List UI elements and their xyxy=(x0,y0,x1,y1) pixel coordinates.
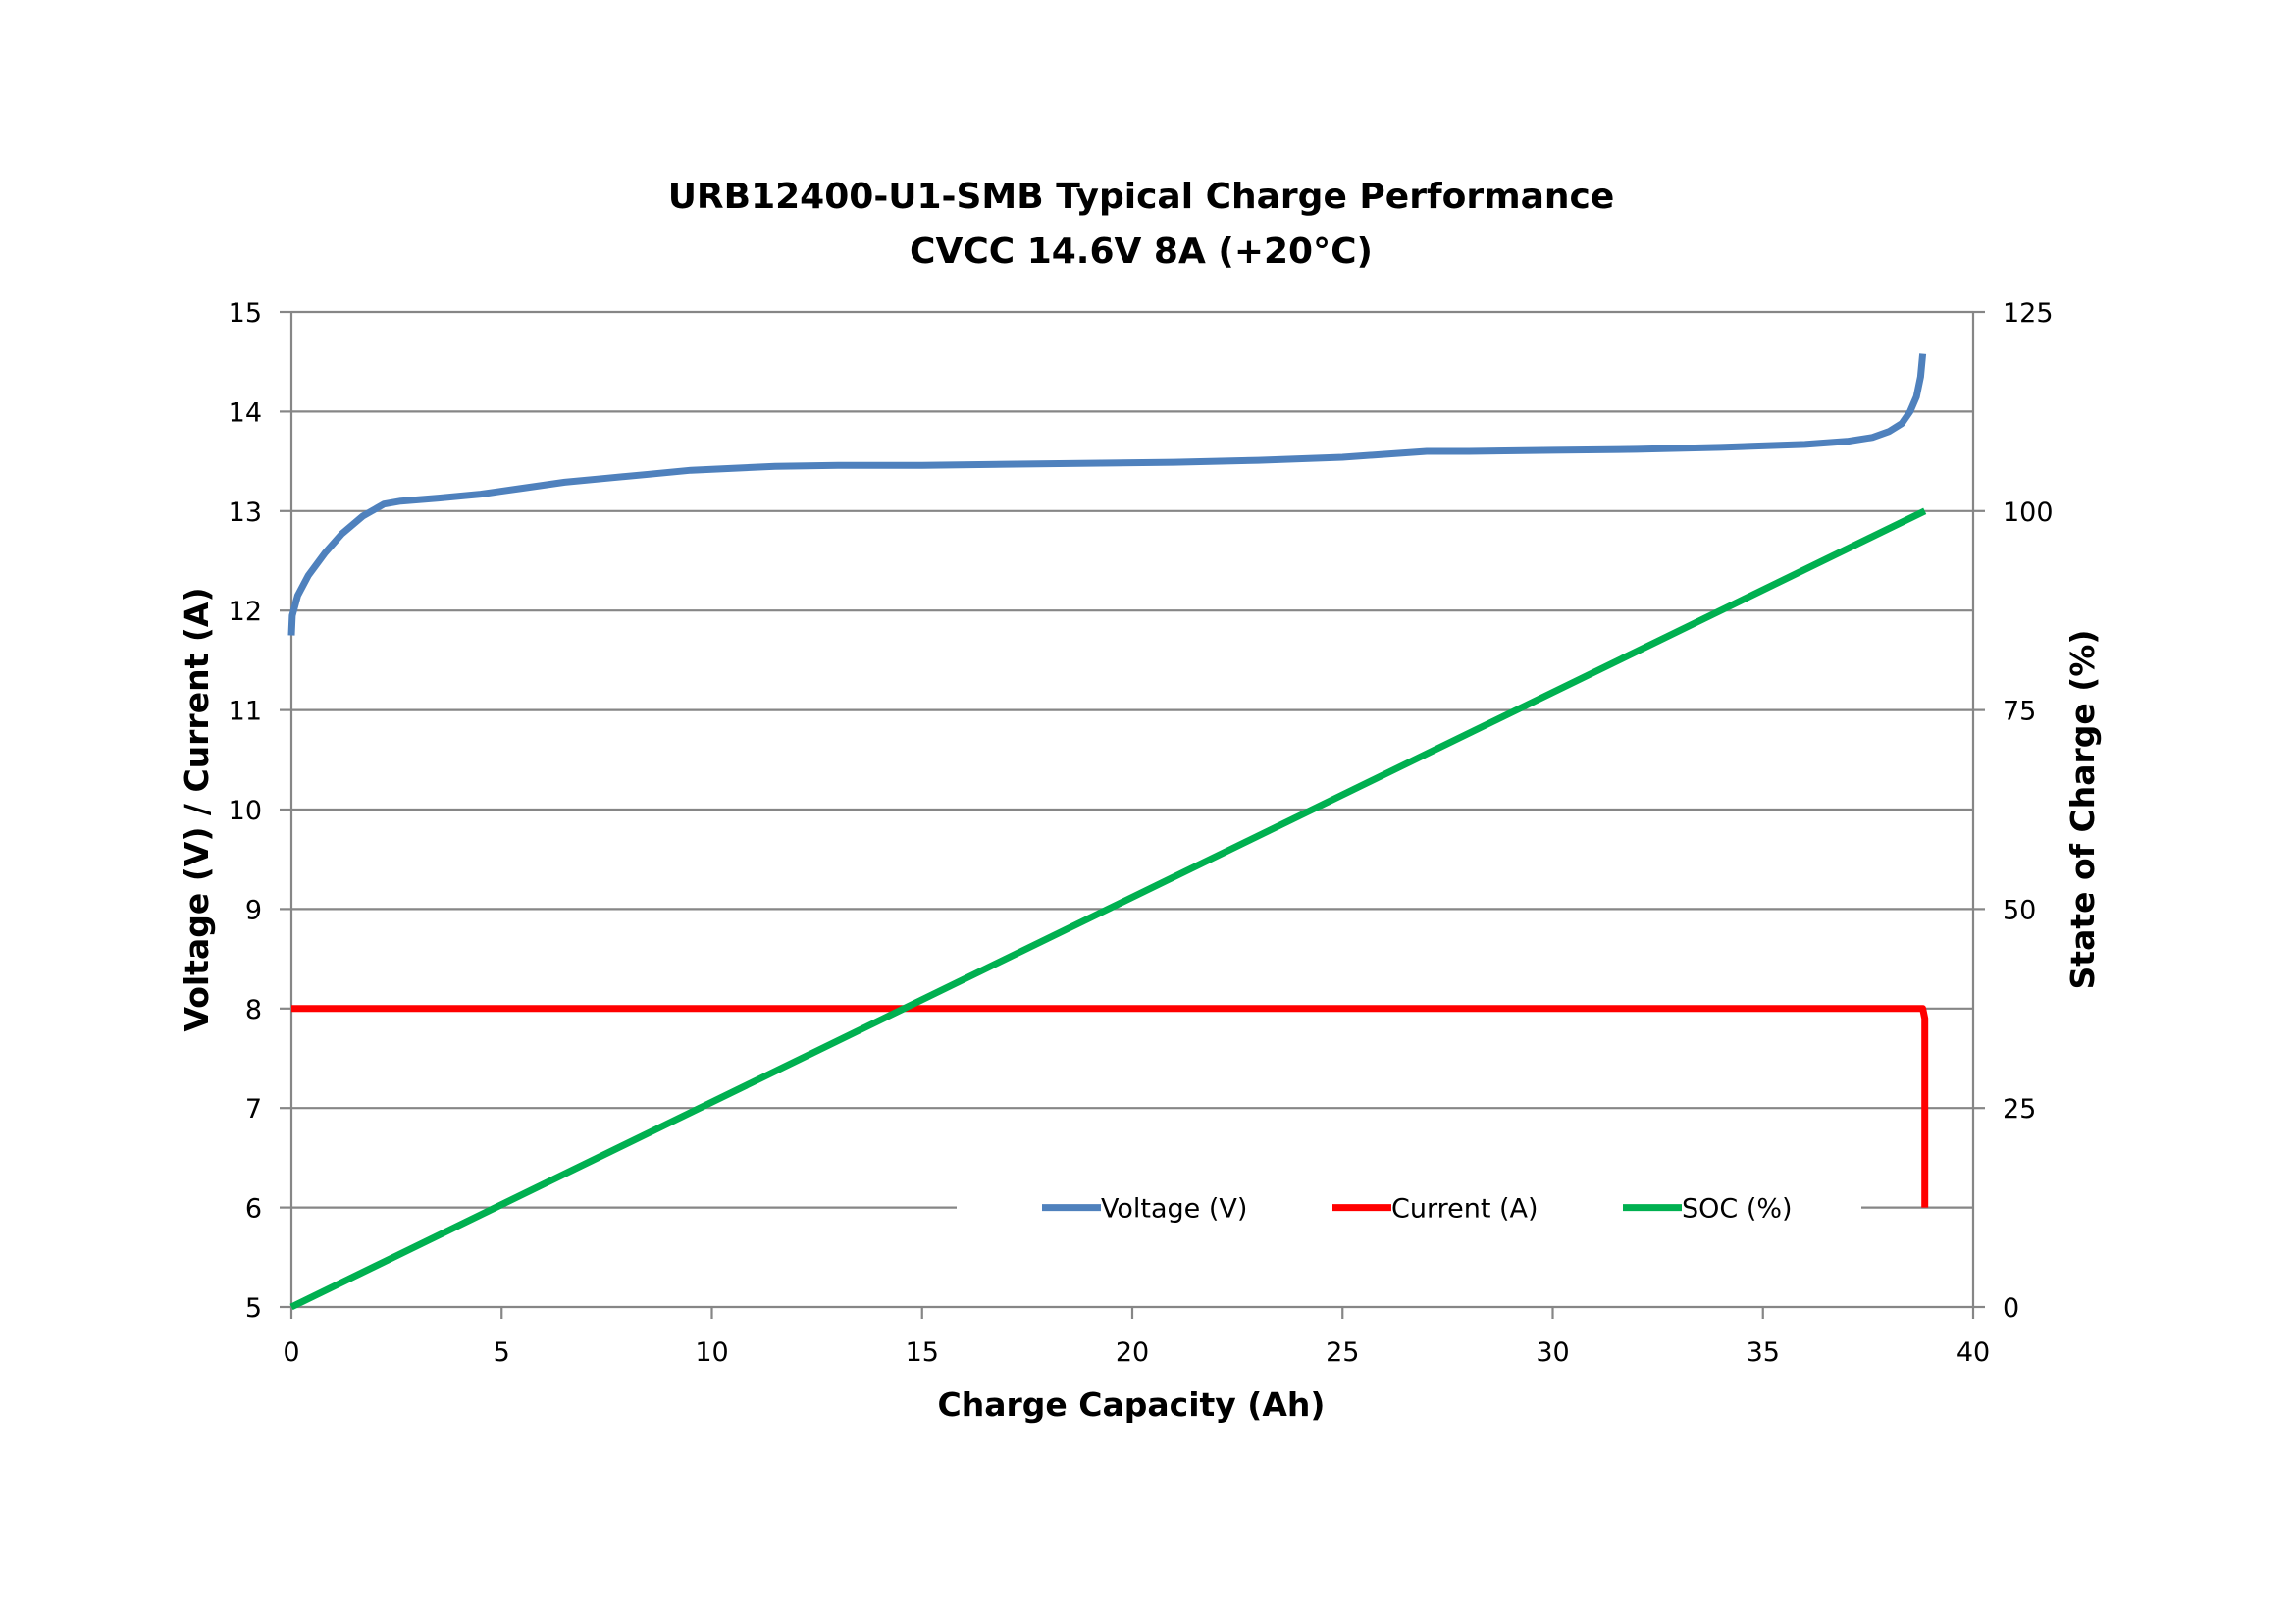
y-tick-label: 12 xyxy=(229,597,262,627)
y-tick-label: 5 xyxy=(245,1293,262,1324)
series-line-current-a xyxy=(291,1005,1929,1208)
x-tick-label: 35 xyxy=(1747,1337,1780,1368)
y-axis-title: Voltage (V) / Current (A) xyxy=(178,587,216,1031)
legend-label-voltage-v: Voltage (V) xyxy=(1101,1194,1247,1225)
y2-tick-label: 0 xyxy=(2003,1293,2019,1324)
y-tick-label: 8 xyxy=(245,995,262,1025)
y-tick-label: 10 xyxy=(229,796,262,826)
x-tick-label: 40 xyxy=(1957,1337,1990,1368)
y2-axis-title: State of Charge (%) xyxy=(2063,630,2102,990)
series-line-voltage-v xyxy=(287,353,1927,636)
series-line-soc xyxy=(289,507,1927,1311)
y-tick-label: 14 xyxy=(229,397,262,428)
y-tick-label: 11 xyxy=(229,697,262,727)
y-tick-label: 7 xyxy=(245,1094,262,1125)
y2-tick-label: 75 xyxy=(2003,697,2036,727)
y2-tick-label: 50 xyxy=(2003,895,2036,925)
gridlines xyxy=(291,310,1973,1209)
legend-label-soc: SOC (%) xyxy=(1682,1194,1793,1225)
x-axis-title: Charge Capacity (Ah) xyxy=(938,1386,1326,1424)
y-tick-label: 9 xyxy=(245,895,262,925)
y2-tick-label: 100 xyxy=(2003,497,2054,528)
x-tick-label: 0 xyxy=(283,1337,299,1368)
y2-tick-label: 125 xyxy=(2003,298,2054,329)
y2-tick-label: 25 xyxy=(2003,1094,2036,1125)
x-tick-label: 25 xyxy=(1326,1337,1359,1368)
chart-title: URB12400-U1-SMB Typical Charge Performan… xyxy=(668,177,1615,217)
legend-label-current-a: Current (A) xyxy=(1391,1194,1539,1225)
y-tick-label: 15 xyxy=(229,298,262,329)
y-tick-label: 6 xyxy=(245,1194,262,1225)
plot-area xyxy=(287,353,1929,1311)
chart-subtitle: CVCC 14.6V 8A (+20°C) xyxy=(910,232,1373,272)
x-tick-label: 30 xyxy=(1536,1337,1569,1368)
x-tick-label: 15 xyxy=(906,1337,939,1368)
legend: Voltage (V) Current (A) SOC (%) xyxy=(1042,1194,1793,1225)
x-tick-label: 20 xyxy=(1116,1337,1149,1368)
x-tick-label: 5 xyxy=(494,1337,510,1368)
y-tick-label: 13 xyxy=(229,497,262,528)
x-tick-label: 10 xyxy=(695,1337,728,1368)
